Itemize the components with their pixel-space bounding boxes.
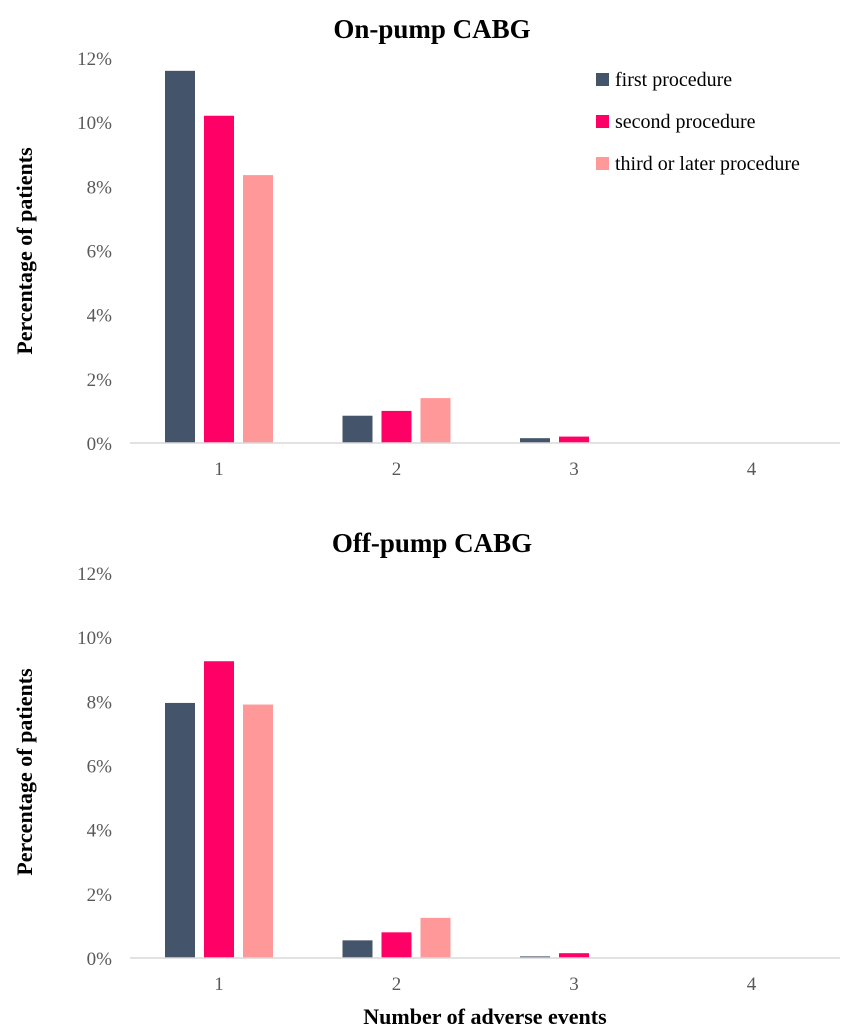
y-tick-label: 4%	[87, 821, 113, 842]
bar	[559, 953, 589, 958]
x-tick-label: 2	[392, 974, 402, 995]
bar	[420, 398, 451, 443]
bar	[520, 438, 550, 443]
y-tick-label: 12%	[77, 49, 112, 70]
y-tick-label: 0%	[87, 434, 113, 455]
bar	[420, 917, 451, 958]
y-axis-label: Percentage of patients	[12, 668, 37, 876]
y-tick-label: 10%	[77, 113, 112, 134]
x-tick-label: 4	[747, 459, 757, 480]
legend-label: second procedure	[615, 111, 756, 133]
bar	[243, 175, 273, 443]
chart-title: On-pump CABG	[333, 14, 530, 44]
chart-title: Off-pump CABG	[332, 528, 532, 558]
y-tick-labels: 0% 2% 4% 6% 8% 10% 12%	[77, 49, 112, 455]
bar	[559, 436, 589, 443]
chart-on-pump: On-pump CABG Percentage of patients 0% 2%…	[12, 14, 840, 480]
x-tick-label: 3	[569, 459, 579, 480]
bar	[342, 940, 373, 958]
bar	[520, 956, 550, 958]
bar	[381, 410, 412, 443]
bar	[165, 70, 195, 443]
y-tick-label: 8%	[87, 692, 113, 713]
x-tick-labels: 1 2 3 4	[214, 974, 757, 995]
x-tick-label: 3	[569, 974, 579, 995]
x-axis-label: Number of adverse events	[363, 1004, 607, 1029]
x-tick-label: 2	[392, 459, 402, 480]
y-tick-label: 2%	[87, 370, 113, 391]
y-tick-labels: 0% 2% 4% 6% 8% 10% 12%	[77, 564, 112, 970]
x-tick-label: 1	[214, 974, 224, 995]
legend-swatch	[596, 73, 609, 86]
y-tick-label: 2%	[87, 885, 113, 906]
y-tick-label: 12%	[77, 564, 112, 585]
bar	[204, 661, 234, 958]
chart-off-pump: Off-pump CABG Percentage of patients 0% 2…	[12, 528, 840, 1029]
y-tick-label: 6%	[87, 242, 113, 263]
x-tick-label: 1	[214, 459, 224, 480]
bar	[381, 932, 412, 958]
legend: first procedure second procedure third or …	[596, 69, 800, 175]
y-tick-label: 8%	[87, 177, 113, 198]
y-axis-label: Percentage of patients	[12, 147, 37, 355]
bar	[342, 415, 373, 443]
legend-label: third or later procedure	[615, 153, 800, 175]
x-tick-labels: 1 2 3 4	[214, 459, 757, 480]
bars	[165, 661, 589, 958]
bar	[204, 115, 234, 443]
legend-swatch	[596, 157, 609, 170]
bars	[165, 70, 589, 443]
y-tick-label: 6%	[87, 757, 113, 778]
y-tick-label: 10%	[77, 628, 112, 649]
legend-label: first procedure	[615, 69, 732, 91]
legend-swatch	[596, 115, 609, 128]
y-tick-label: 4%	[87, 306, 113, 327]
x-tick-label: 4	[747, 974, 757, 995]
bar	[165, 702, 195, 958]
y-tick-label: 0%	[87, 949, 113, 970]
bar	[243, 704, 273, 958]
